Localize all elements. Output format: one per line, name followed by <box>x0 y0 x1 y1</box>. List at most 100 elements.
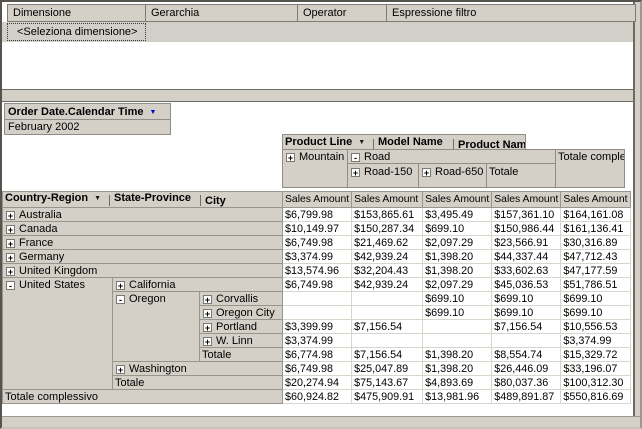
row-header-cell-subtotal: Totale <box>112 375 283 390</box>
filter-grid-row: <Seleziona dimensione> <box>2 22 633 42</box>
data-cell: $33,602.63 <box>491 263 562 278</box>
table-row: + Washington $6,749.98 $25,047.89 $1,398.… <box>3 361 631 376</box>
data-cell: $3,399.99 <box>281 319 353 334</box>
data-cell: $30,316.89 <box>560 235 631 250</box>
data-cell: $10,556.53 <box>560 319 631 334</box>
data-cell: $153,865.61 <box>351 207 424 222</box>
collapse-icon[interactable]: - <box>6 281 15 291</box>
data-cell <box>491 333 562 348</box>
expand-icon[interactable]: + <box>6 238 15 249</box>
table-row: Totale complessivo $60,924.82 $475,909.9… <box>2 389 631 404</box>
collapse-icon[interactable]: - <box>351 153 360 163</box>
chevron-down-icon[interactable]: ▼ <box>358 139 366 146</box>
field-city[interactable]: City <box>205 195 226 207</box>
data-cell: $6,749.98 <box>281 277 353 292</box>
filter-col-operator: Operator <box>297 4 387 22</box>
data-cell: $60,924.82 <box>281 389 353 404</box>
filter-field-button[interactable]: Order Date.Calendar Time ▼ <box>4 103 171 120</box>
field-product-line[interactable]: Product Line <box>285 136 353 148</box>
field-divider <box>200 195 201 206</box>
data-cell <box>351 305 424 320</box>
row-header-cell: + Washington <box>112 361 283 376</box>
data-cell: $489,891.87 <box>491 389 562 404</box>
data-cell: $13,981.96 <box>422 389 493 404</box>
row-header-cell: + Australia <box>2 207 283 222</box>
chevron-down-icon[interactable]: ▼ <box>149 109 157 116</box>
expand-icon[interactable]: + <box>116 364 125 375</box>
data-cell: $164,161.08 <box>560 207 631 222</box>
data-cell: $10,149.97 <box>281 221 353 236</box>
expand-icon[interactable]: + <box>286 153 295 163</box>
data-cell: $157,361.10 <box>491 207 562 222</box>
row-header-cell-united-states: - United States <box>2 277 113 390</box>
table-row: - United States + California $6,749.98 $42… <box>2 277 631 390</box>
data-cell: $699.10 <box>491 291 562 306</box>
expand-icon[interactable]: + <box>422 168 431 178</box>
expand-icon[interactable]: + <box>6 224 15 235</box>
measure-header: Sales Amount <box>560 191 631 208</box>
data-cell: $475,909.91 <box>351 389 424 404</box>
data-cell: $699.10 <box>422 305 493 320</box>
expand-icon[interactable]: + <box>351 168 360 178</box>
field-divider <box>109 195 110 206</box>
field-product-name[interactable]: Product Name <box>458 139 526 150</box>
data-cell: $699.10 <box>560 291 631 306</box>
data-cell: $6,774.98 <box>281 347 353 362</box>
filter-col-dimension: Dimensione <box>7 4 146 22</box>
data-cell: $1,398.20 <box>422 347 493 362</box>
data-cell: $42,939.24 <box>351 249 424 264</box>
expand-icon[interactable]: + <box>6 252 15 263</box>
data-cell: $699.10 <box>491 305 562 320</box>
expand-icon[interactable]: + <box>6 210 15 221</box>
data-cell: $2,097.29 <box>422 277 493 292</box>
data-cell: $150,986.44 <box>491 221 562 236</box>
field-state-province[interactable]: State-Province <box>114 192 192 205</box>
data-cell: $32,204.43 <box>351 263 424 278</box>
data-cell: $6,749.98 <box>281 235 353 250</box>
row-header-cell-oregon: - Oregon <box>112 291 200 362</box>
filter-definition-pane: Dimensione Gerarchia Operator Espression… <box>2 2 636 90</box>
field-model-name[interactable]: Model Name <box>378 136 443 148</box>
table-row: + Germany $3,374.99 $42,939.24 $1,398.20 … <box>2 249 631 264</box>
table-row: + Oregon City $699.10 $699.10 $699.10 <box>3 305 631 320</box>
chevron-down-icon[interactable]: ▼ <box>94 195 102 202</box>
data-cell: $47,177.59 <box>560 263 631 278</box>
data-cell: $3,495.49 <box>422 207 493 222</box>
row-header-cell: + Corvallis <box>199 291 283 306</box>
filter-field-value[interactable]: February 2002 <box>4 119 171 135</box>
expand-icon[interactable]: + <box>116 280 125 291</box>
data-cell: $2,097.29 <box>422 235 493 250</box>
select-dimension-cell[interactable]: <Seleziona dimensione> <box>7 23 146 41</box>
data-cell: $1,398.20 <box>422 263 493 278</box>
col-group-road: - Road <box>347 149 556 164</box>
expand-icon[interactable]: + <box>203 336 212 347</box>
data-cell: $13,574.96 <box>281 263 353 278</box>
row-header-cell: + France <box>2 235 283 250</box>
row-header-cell: + Germany <box>2 249 283 264</box>
field-country-region[interactable]: Country-Region <box>5 192 89 205</box>
expand-icon[interactable]: + <box>203 294 212 305</box>
measure-header: Sales Amount <box>491 191 562 208</box>
data-cell <box>351 291 424 306</box>
pivot-grid: Country-Region ▼ State-Province City Sales … <box>2 191 631 404</box>
data-cell: $3,374.99 <box>281 249 353 264</box>
col-group-label: Road-150 <box>364 166 413 178</box>
col-group-label: Road-650 <box>435 166 484 178</box>
expand-icon[interactable]: + <box>203 322 212 333</box>
col-group-road-total: Totale <box>486 163 556 188</box>
expand-icon[interactable]: + <box>6 266 15 277</box>
data-cell: $8,554.74 <box>491 347 562 362</box>
pane-splitter[interactable] <box>2 90 633 102</box>
table-row: + Australia $6,799.98 $153,865.61 $3,495.… <box>2 207 631 222</box>
table-row: + W. Linn $3,374.99 $3,374.99 <box>3 333 631 348</box>
measure-header: Sales Amount <box>422 191 493 208</box>
data-cell: $699.10 <box>422 221 493 236</box>
data-cell: $3,374.99 <box>281 333 353 348</box>
measure-header: Sales Amount <box>281 191 353 208</box>
column-fields-header[interactable]: Product Line ▼ Model Name Product Name <box>282 134 526 150</box>
expand-icon[interactable]: + <box>203 308 212 319</box>
collapse-icon[interactable]: - <box>116 295 125 305</box>
data-cell: $7,156.54 <box>351 347 424 362</box>
row-fields-header[interactable]: Country-Region ▼ State-Province City <box>2 191 283 208</box>
data-cell: $33,196.07 <box>560 361 631 376</box>
